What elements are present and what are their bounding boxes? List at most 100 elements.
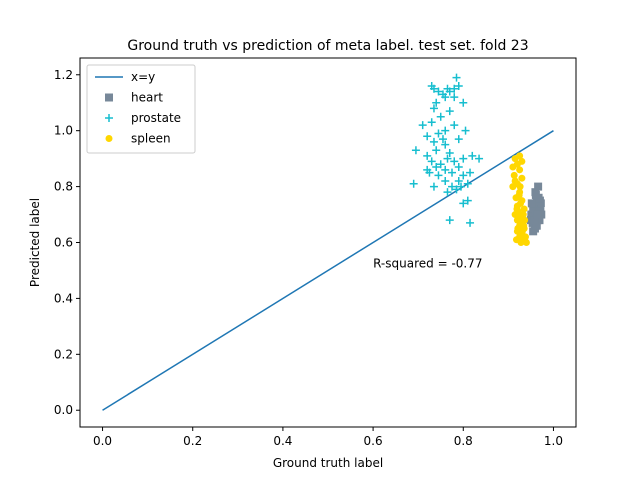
data-point-prostate <box>434 129 443 138</box>
data-point-prostate <box>450 93 459 102</box>
data-point-spleen <box>516 152 524 160</box>
y-tick-label: 0.0 <box>54 403 73 417</box>
reference-line-layer <box>102 130 554 411</box>
legend-marker-spleen <box>105 135 113 142</box>
data-point-heart <box>533 210 542 219</box>
data-point-prostate <box>423 132 432 141</box>
data-point-prostate <box>459 98 468 107</box>
legend-label-spleen: spleen <box>131 132 171 146</box>
data-point-prostate <box>438 135 447 144</box>
legend-box <box>86 64 196 154</box>
legend: x=y heart prostate spleen <box>86 64 196 154</box>
data-point-prostate <box>445 216 454 225</box>
data-point-prostate <box>427 157 436 166</box>
data-point-prostate <box>441 93 450 102</box>
data-point-prostate <box>434 87 443 96</box>
data-point-prostate <box>454 163 463 172</box>
data-point-heart <box>530 216 539 225</box>
data-point-heart <box>535 202 544 211</box>
data-point-spleen <box>521 233 529 241</box>
data-point-prostate <box>457 182 466 191</box>
data-point-prostate <box>432 163 441 172</box>
x-tick-label: 0.8 <box>454 434 473 448</box>
legend-label-x=y: x=y <box>131 70 155 84</box>
data-point-prostate <box>454 177 463 185</box>
y-axis-label: Predicted label <box>28 198 42 287</box>
y-tick-label: 0.4 <box>54 291 73 305</box>
y-tick-label: 0.2 <box>54 347 73 361</box>
data-point-prostate <box>429 182 438 191</box>
data-point-prostate <box>434 171 443 180</box>
data-point-heart <box>534 216 543 225</box>
data-point-prostate <box>448 168 456 177</box>
data-point-spleen <box>520 205 528 213</box>
data-point-prostate <box>445 107 454 116</box>
series-spleen <box>509 152 530 246</box>
data-point-prostate <box>454 135 463 144</box>
data-point-prostate <box>432 146 441 155</box>
data-point-prostate <box>429 137 438 146</box>
data-point-prostate <box>459 199 468 208</box>
y-tick-label: 1.0 <box>54 124 73 138</box>
data-point-prostate <box>475 154 484 163</box>
data-point-heart <box>532 221 541 230</box>
data-point-prostate <box>466 218 475 227</box>
data-point-spleen <box>517 239 525 246</box>
data-point-prostate <box>466 168 475 177</box>
data-point-spleen <box>522 239 530 246</box>
x-tick-label: 0.6 <box>364 434 383 448</box>
reference-line-x-eq-y <box>102 130 554 411</box>
data-point-prostate <box>423 165 432 174</box>
data-point-prostate <box>436 160 445 169</box>
data-point-prostate <box>423 151 432 160</box>
data-point-spleen <box>509 163 517 171</box>
legend-label-heart: heart <box>131 91 163 105</box>
data-point-prostate <box>429 104 438 113</box>
data-point-prostate <box>445 87 454 96</box>
x-tick-label: 0.2 <box>183 434 202 448</box>
legend-marker-heart <box>105 93 113 102</box>
data-point-spleen <box>513 205 521 213</box>
data-point-spleen <box>513 216 521 224</box>
data-point-prostate <box>443 154 452 163</box>
data-point-prostate <box>445 149 454 158</box>
data-point-prostate <box>459 154 468 163</box>
x-tick-label: 0.4 <box>273 434 292 448</box>
data-point-spleen <box>514 225 522 233</box>
data-point-spleen <box>517 199 525 207</box>
x-axis-label: Ground truth label <box>273 456 383 470</box>
chart-title: Ground truth vs prediction of meta label… <box>127 38 528 54</box>
data-point-prostate <box>441 126 450 135</box>
data-point-spleen <box>516 166 524 174</box>
data-point-prostate <box>450 84 459 93</box>
data-point-spleen <box>520 222 528 230</box>
data-point-prostate <box>409 179 418 188</box>
data-point-prostate <box>452 73 461 82</box>
data-point-prostate <box>418 121 427 130</box>
x-tick-label: 1.0 <box>544 434 563 448</box>
data-point-prostate <box>432 98 441 107</box>
data-point-prostate <box>436 112 445 121</box>
legend-marker-prostate <box>105 114 113 122</box>
data-point-heart <box>535 196 544 205</box>
data-point-spleen <box>519 211 527 219</box>
data-point-prostate <box>452 185 461 194</box>
x-axis: 0.0 0.2 0.4 0.6 0.8 1.0 <box>93 427 563 448</box>
data-point-prostate <box>427 118 436 127</box>
data-point-prostate <box>463 196 472 205</box>
data-point-spleen <box>516 183 524 191</box>
data-point-prostate <box>441 177 450 185</box>
data-point-prostate <box>468 151 477 160</box>
x-tick-label: 0.0 <box>93 434 112 448</box>
series-prostate <box>409 73 484 227</box>
series-heart <box>526 182 546 236</box>
data-point-heart <box>527 210 536 219</box>
data-point-prostate <box>448 182 456 191</box>
data-point-prostate <box>427 81 436 90</box>
data-point-heart <box>531 190 540 199</box>
legend-label-prostate: prostate <box>131 111 181 125</box>
data-point-prostate <box>463 179 472 188</box>
y-tick-label: 0.6 <box>54 236 73 250</box>
y-tick-label: 0.8 <box>54 180 73 194</box>
